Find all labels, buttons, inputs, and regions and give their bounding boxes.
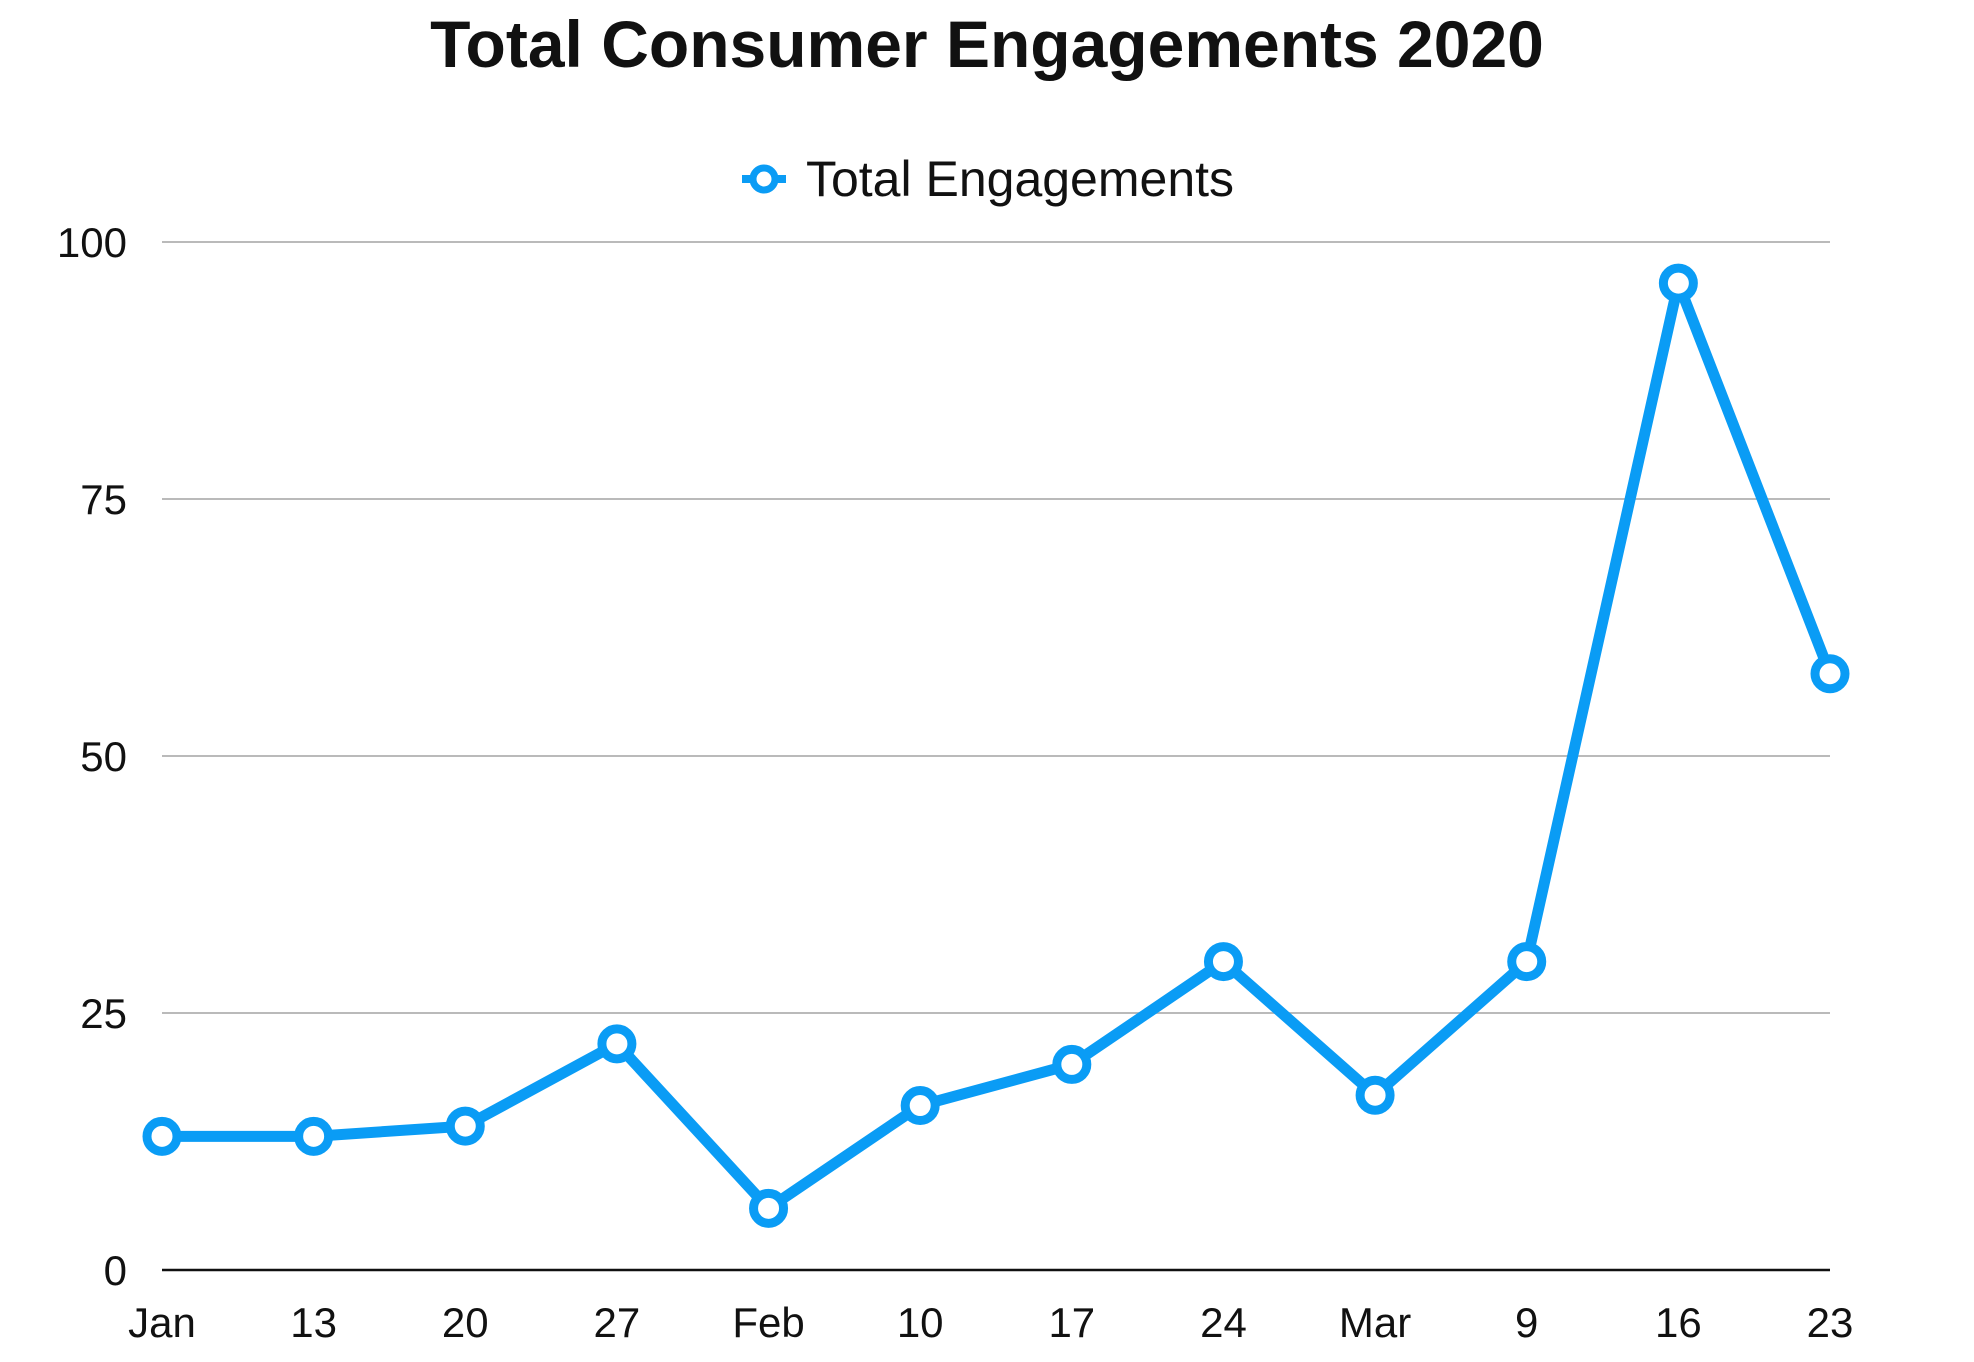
x-tick-label: 9 (1515, 1299, 1538, 1346)
data-point (142, 1116, 182, 1156)
legend-label: Total Engagements (805, 151, 1235, 207)
y-tick-label: 0 (104, 1247, 127, 1294)
data-point (1658, 263, 1698, 303)
x-tick-label: Mar (1339, 1299, 1411, 1346)
data-point (597, 1024, 637, 1064)
data-point (445, 1106, 485, 1146)
series-line (156, 277, 1836, 1214)
gridlines (162, 241, 1830, 1272)
data-point (1810, 654, 1850, 694)
y-tick-label: 25 (80, 990, 127, 1037)
x-tick-label: 23 (1807, 1299, 1854, 1346)
x-tick-label: 16 (1655, 1299, 1702, 1346)
x-tick-label: 20 (442, 1299, 489, 1346)
series-layer (142, 263, 1850, 1228)
data-point (1355, 1075, 1395, 1115)
data-point (1203, 942, 1243, 982)
y-tick-label: 75 (80, 476, 127, 523)
y-tick-label: 50 (80, 733, 127, 780)
data-point (1507, 942, 1547, 982)
legend-marker-icon (741, 164, 786, 194)
x-tick-label: Jan (128, 1299, 196, 1346)
data-point (900, 1086, 940, 1126)
x-tick-label: 10 (897, 1299, 944, 1346)
x-tick-label: Feb (732, 1299, 804, 1346)
data-point (1052, 1044, 1092, 1084)
data-point (749, 1188, 789, 1228)
x-tick-label: 13 (290, 1299, 337, 1346)
legend: Total Engagements (0, 150, 1974, 208)
x-tick-label: 27 (594, 1299, 641, 1346)
x-axis-ticks: Jan 13 20 27 Feb 10 17 24 Mar 9 16 23 (128, 1299, 1853, 1346)
chart-title: Total Consumer Engagements 2020 (430, 7, 1544, 81)
data-point (294, 1116, 334, 1156)
y-tick-label: 100 (57, 219, 127, 266)
x-tick-label: 24 (1200, 1299, 1247, 1346)
y-axis-ticks: 0 25 50 75 100 (57, 219, 127, 1294)
x-tick-label: 17 (1048, 1299, 1095, 1346)
